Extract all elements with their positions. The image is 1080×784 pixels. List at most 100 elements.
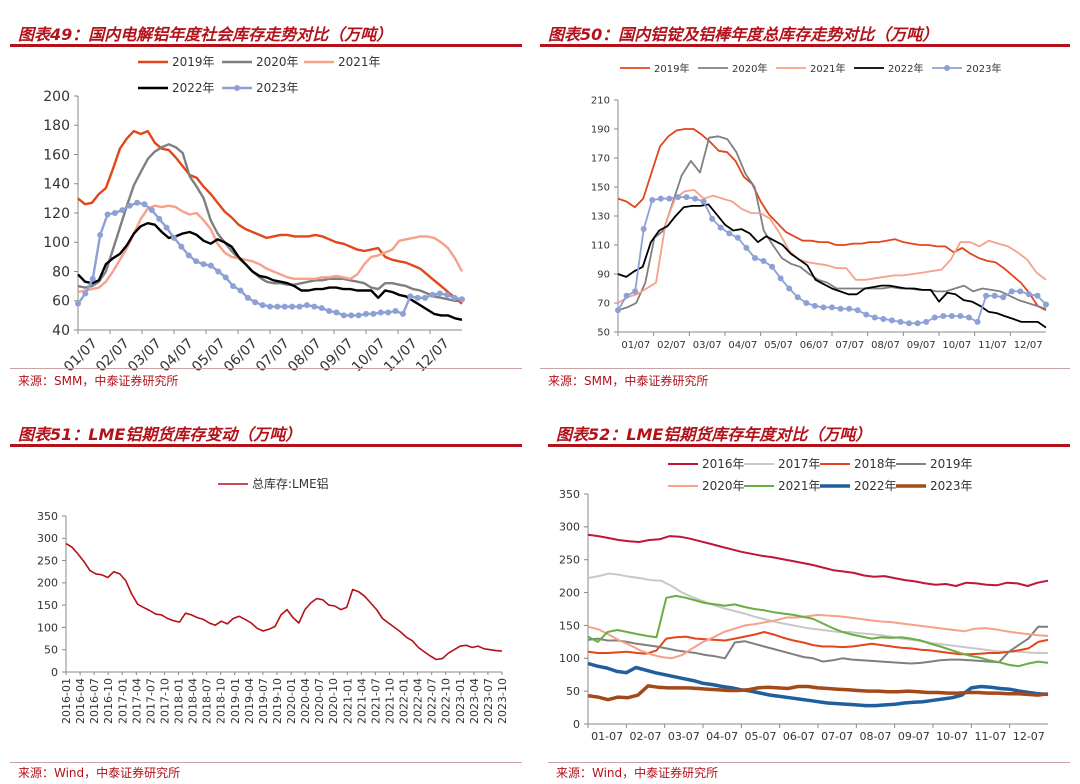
series-point	[163, 224, 170, 231]
y-tick-label: 90	[597, 270, 610, 281]
x-tick-label: 2021-04	[355, 678, 368, 724]
panel-title-50: 图表50：国内铝锭及铝棒年度总库存走势对比（万吨）	[540, 20, 1070, 47]
legend-label: 2022年	[854, 479, 897, 493]
series-point	[923, 318, 930, 325]
x-tick-label: 2016-01	[60, 678, 73, 724]
legend-label: 2023年	[930, 479, 973, 493]
series-point	[171, 234, 177, 241]
x-tick-label: 2020-10	[327, 678, 340, 724]
x-tick-label: 06/07	[800, 340, 829, 351]
legend-label: 2016年	[702, 457, 745, 471]
series-point	[649, 197, 656, 204]
x-tick-label: 09/07	[907, 340, 936, 351]
series-point	[751, 255, 758, 262]
legend-label: 2023年	[256, 81, 299, 95]
x-tick-label: 2016-10	[102, 678, 115, 724]
series-point	[965, 314, 972, 321]
x-tick-label: 03/07	[693, 340, 722, 351]
y-tick-label: 300	[37, 532, 58, 545]
series-point	[326, 307, 333, 314]
y-tick-label: 160	[43, 147, 70, 163]
legend-label: 2021年	[778, 479, 821, 493]
y-tick-label: 110	[591, 241, 610, 252]
series-point	[983, 292, 990, 299]
legend-label: 总库存:LME铝	[252, 476, 329, 491]
legend-label: 2023年	[966, 62, 1001, 75]
series-point	[178, 243, 185, 250]
series-point	[931, 314, 938, 321]
series-line	[587, 594, 1049, 668]
y-tick-label: 150	[37, 599, 58, 612]
x-tick-label: 2023-10	[496, 678, 509, 724]
x-tick-label: 12/07	[1014, 340, 1043, 351]
series-point	[252, 299, 259, 306]
x-tick-label: 07-07	[821, 730, 853, 743]
series-point	[854, 307, 861, 314]
y-tick-label: 120	[43, 206, 70, 222]
x-tick-label: 2018-07	[201, 678, 214, 724]
series-point	[726, 230, 733, 237]
title-text: 图表51：LME铝期货库存变动（万吨）	[18, 425, 302, 444]
series-point	[422, 294, 429, 301]
x-tick-label: 05/07	[764, 340, 793, 351]
x-tick-label: 03-07	[668, 730, 700, 743]
x-tick-label: 2018-04	[187, 678, 200, 724]
y-tick-label: 350	[37, 510, 58, 523]
x-tick-label: 09-07	[898, 730, 930, 743]
series-point	[141, 201, 148, 208]
y-tick-label: 100	[37, 621, 58, 634]
series-point	[1017, 288, 1024, 295]
series-point	[200, 261, 207, 268]
x-tick-label: 2017-10	[158, 678, 171, 724]
source-note: 来源：SMM，中泰证券研究所	[548, 374, 709, 388]
series-point	[89, 275, 96, 282]
series-point	[429, 291, 436, 298]
x-tick-label: 2019-10	[271, 678, 284, 724]
source-divider	[540, 368, 1070, 369]
series-point	[940, 313, 947, 320]
series-point	[289, 303, 296, 310]
series-point	[906, 320, 913, 327]
series-point	[97, 231, 104, 238]
x-tick-label: 08/07	[285, 336, 325, 376]
y-tick-label: 150	[591, 183, 610, 194]
series-point	[786, 285, 793, 292]
series-line	[77, 204, 464, 294]
x-tick-label: 10/07	[349, 336, 389, 376]
x-tick-label: 11/07	[978, 340, 1007, 351]
y-tick-label: 0	[573, 718, 580, 731]
series-point	[820, 304, 827, 311]
x-tick-label: 2021-07	[369, 678, 382, 724]
series-line	[617, 135, 1047, 312]
series-point	[717, 224, 724, 231]
source-note: 来源：Wind，中泰证券研究所	[556, 766, 719, 780]
series-point	[837, 305, 844, 312]
y-tick-label: 140	[43, 177, 70, 193]
series-point	[311, 303, 318, 310]
y-tick-label: 130	[591, 212, 610, 223]
series-point	[760, 257, 767, 264]
series-line	[587, 613, 1049, 660]
series-line	[587, 625, 1048, 665]
series-point	[104, 211, 111, 218]
series-point	[126, 202, 133, 209]
x-tick-label: 2019-04	[243, 678, 256, 724]
series-point	[880, 315, 887, 322]
series-point	[632, 288, 639, 295]
legend-label: 2021年	[810, 62, 845, 75]
x-tick-label: 2023-07	[482, 678, 495, 724]
series-point	[897, 318, 904, 325]
series-point	[111, 210, 118, 216]
series-point	[244, 294, 251, 301]
series-point	[185, 252, 192, 259]
x-tick-label: 09/07	[317, 336, 357, 376]
x-tick-label: 05/07	[189, 336, 229, 376]
x-tick-label: 2020-01	[285, 678, 298, 724]
x-tick-label: 01/07	[621, 340, 650, 351]
y-tick-label: 250	[37, 554, 58, 567]
legend-label: 2019年	[172, 55, 215, 69]
series-point	[709, 215, 716, 222]
x-tick-label: 2020-07	[313, 678, 326, 724]
series-point	[734, 234, 741, 241]
